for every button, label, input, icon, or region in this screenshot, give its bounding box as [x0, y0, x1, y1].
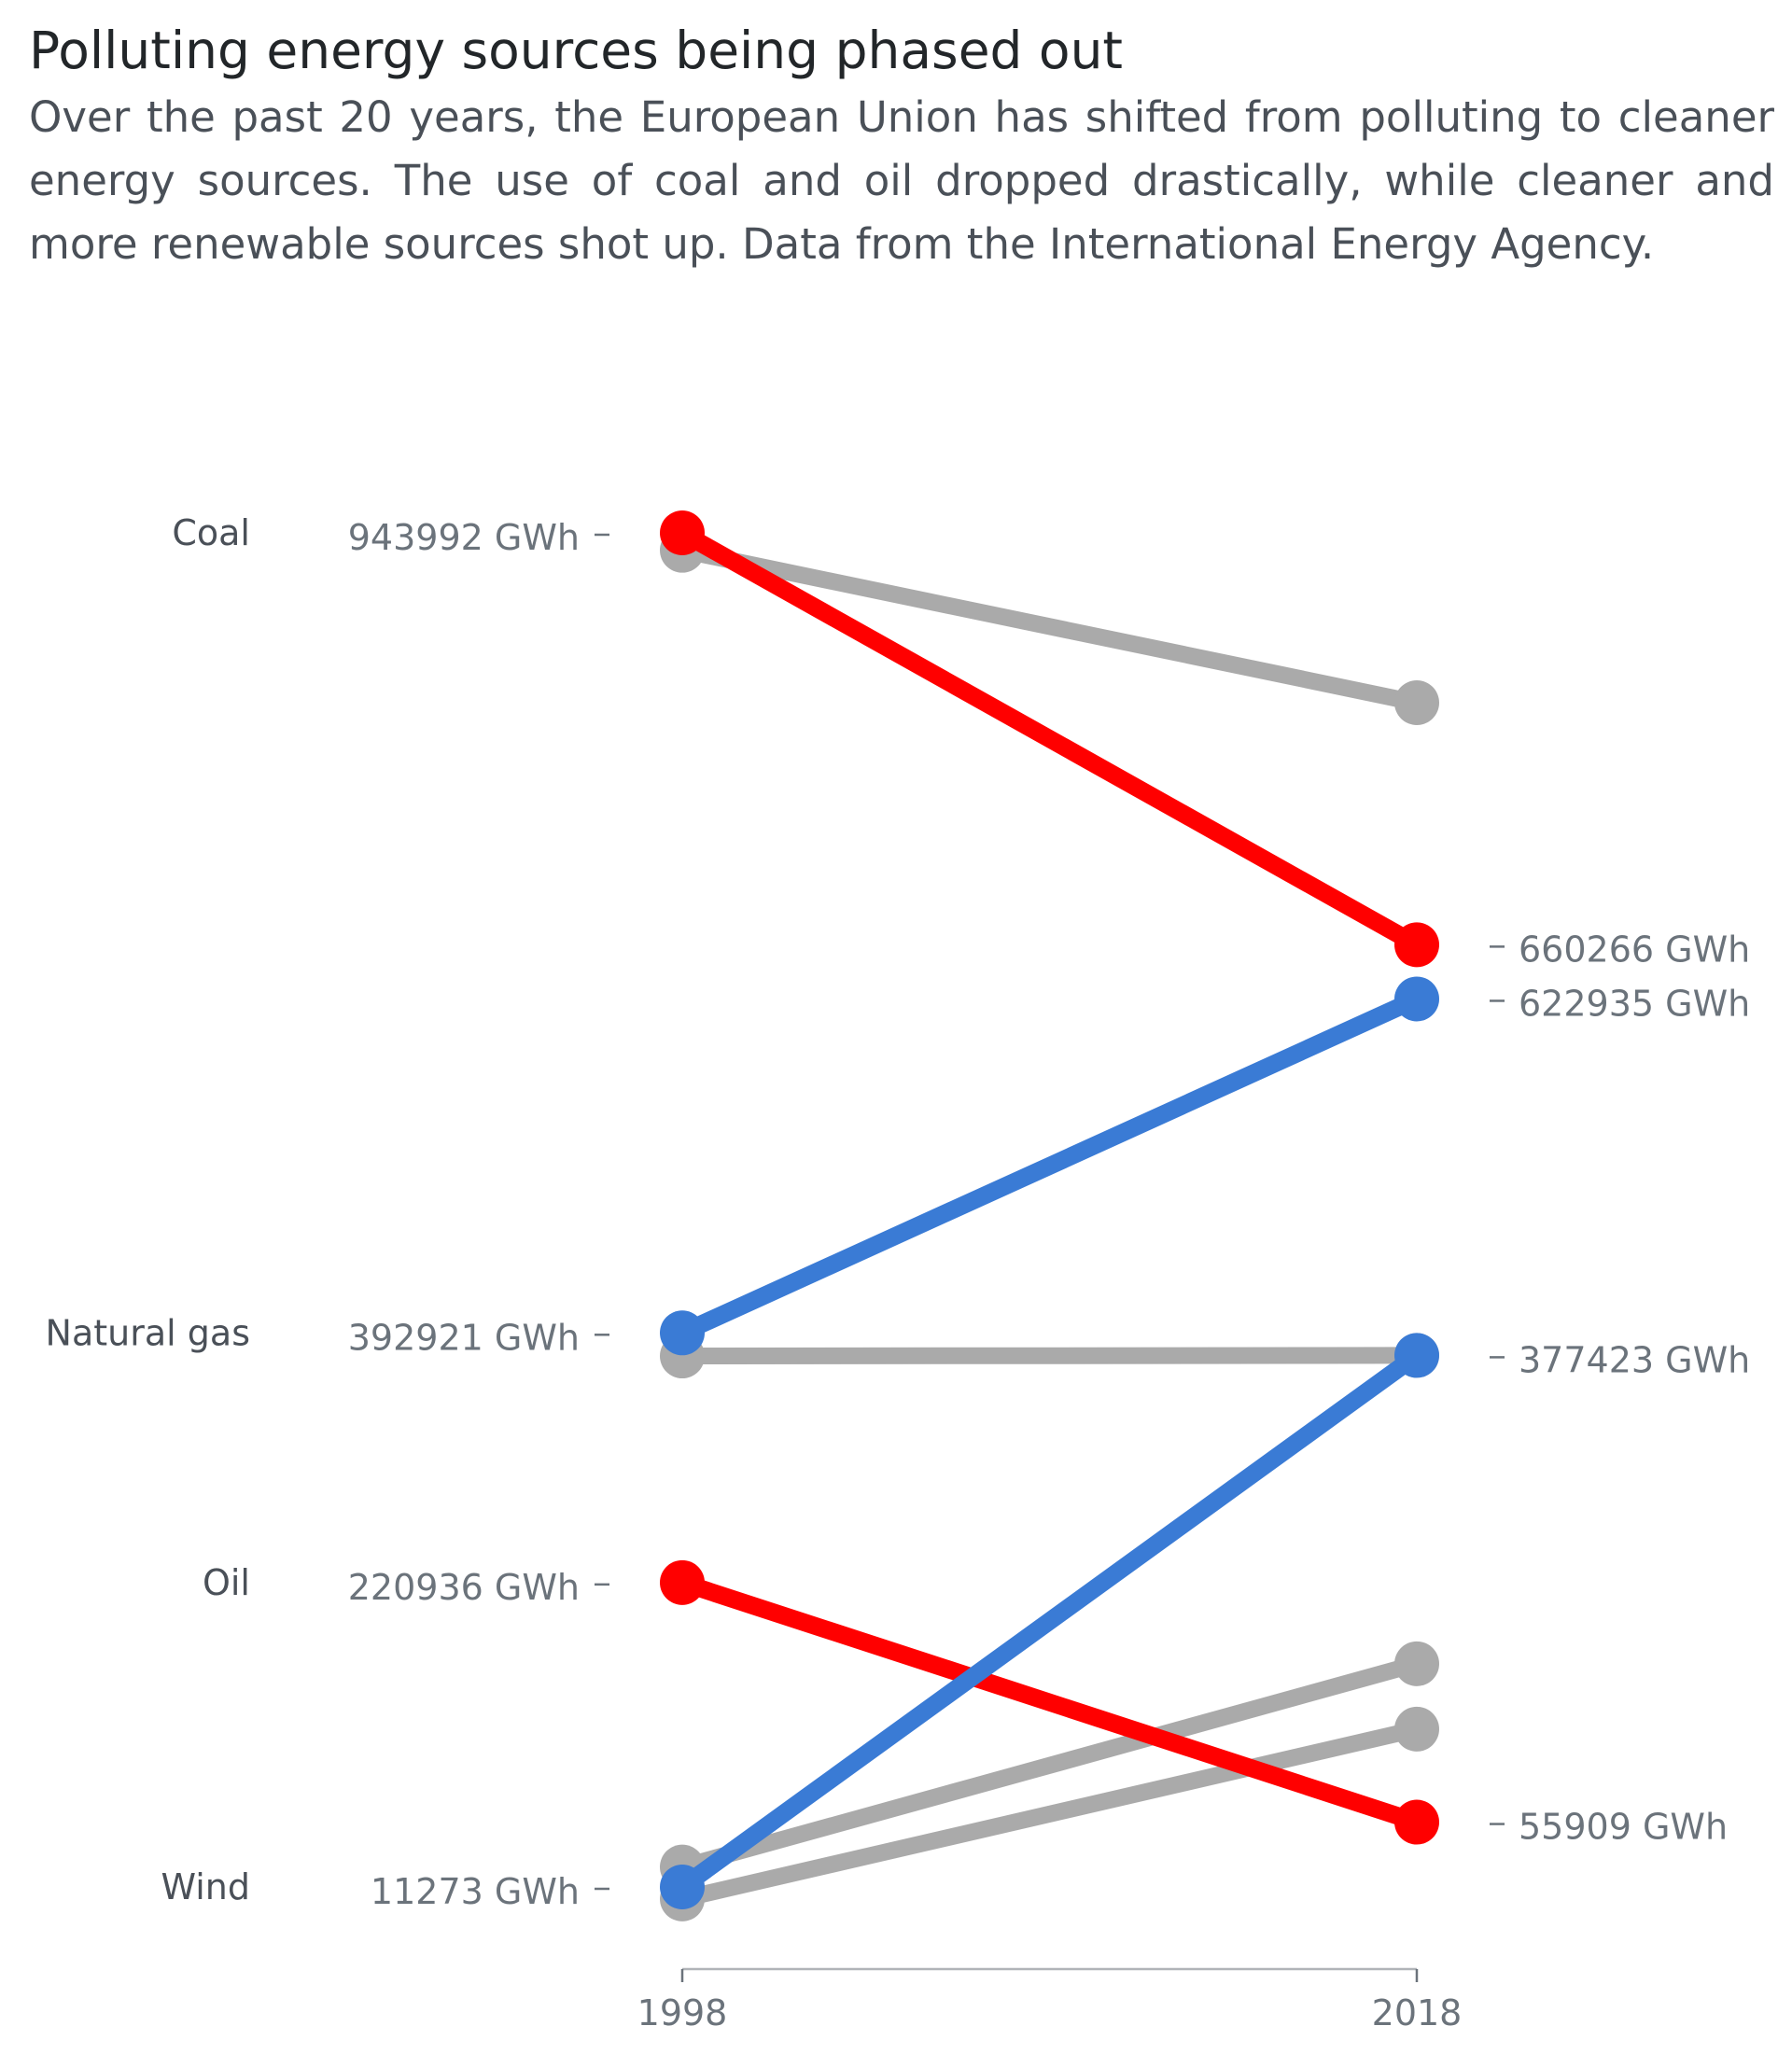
- end-value-label-coal: 660266 GWh: [1519, 929, 1750, 970]
- point-natural-gas-start: [660, 1310, 705, 1356]
- point-other-4-end: [1394, 680, 1439, 726]
- category-label-oil: Oil: [203, 1562, 250, 1603]
- series-line-other-4: [674, 541, 1425, 712]
- series-line-other-5: [674, 1347, 1425, 1365]
- point-wind-start: [660, 1865, 705, 1909]
- category-label-natural-gas: Natural gas: [46, 1312, 250, 1353]
- start-value-label-natural-gas: 392921 GWh: [348, 1317, 580, 1358]
- point-oil-end: [1394, 1799, 1439, 1845]
- series-line-natural-gas: [673, 989, 1426, 1342]
- chart-subtitle: Over the past 20 years, the European Uni…: [29, 92, 1774, 269]
- start-value-label-coal: 943992 GWh: [348, 517, 580, 558]
- point-natural-gas-end: [1394, 976, 1439, 1022]
- highlighted-series-layer: [660, 510, 1439, 1909]
- start-value-label-wind: 11273 GWh: [371, 1871, 580, 1912]
- series-line-coal: [673, 524, 1426, 954]
- end-value-label-oil: 55909 GWh: [1519, 1807, 1728, 1848]
- category-label-coal: Coal: [172, 512, 250, 553]
- x-tick-label-1998: 1998: [637, 1992, 728, 2033]
- point-coal-start: [660, 510, 705, 555]
- series-line-oil: [673, 1573, 1426, 1832]
- point-coal-end: [1394, 922, 1439, 968]
- point-other-7-end: [1394, 1706, 1439, 1752]
- series-line-other-7: [674, 1720, 1425, 1907]
- category-label-wind: Wind: [161, 1866, 250, 1907]
- series-line-other-6: [674, 1655, 1425, 1876]
- x-axis: 1998 2018: [637, 1967, 1463, 2033]
- end-value-label-natural-gas: 622935 GWh: [1519, 983, 1750, 1024]
- x-tick-label-2018: 2018: [1372, 1992, 1463, 2033]
- chart-title: Polluting energy sources being phased ou…: [29, 21, 1123, 80]
- start-value-label-oil: 220936 GWh: [348, 1567, 580, 1608]
- end-value-label-wind: 377423 GWh: [1519, 1339, 1750, 1380]
- point-oil-start: [660, 1559, 705, 1605]
- label-layer: Coal 943992 GWh 660266 GWh Natural gas 39292…: [46, 512, 1751, 1912]
- point-other-6-end: [1394, 1641, 1439, 1686]
- point-wind-end: [1394, 1333, 1439, 1378]
- series-line-wind: [673, 1346, 1426, 1896]
